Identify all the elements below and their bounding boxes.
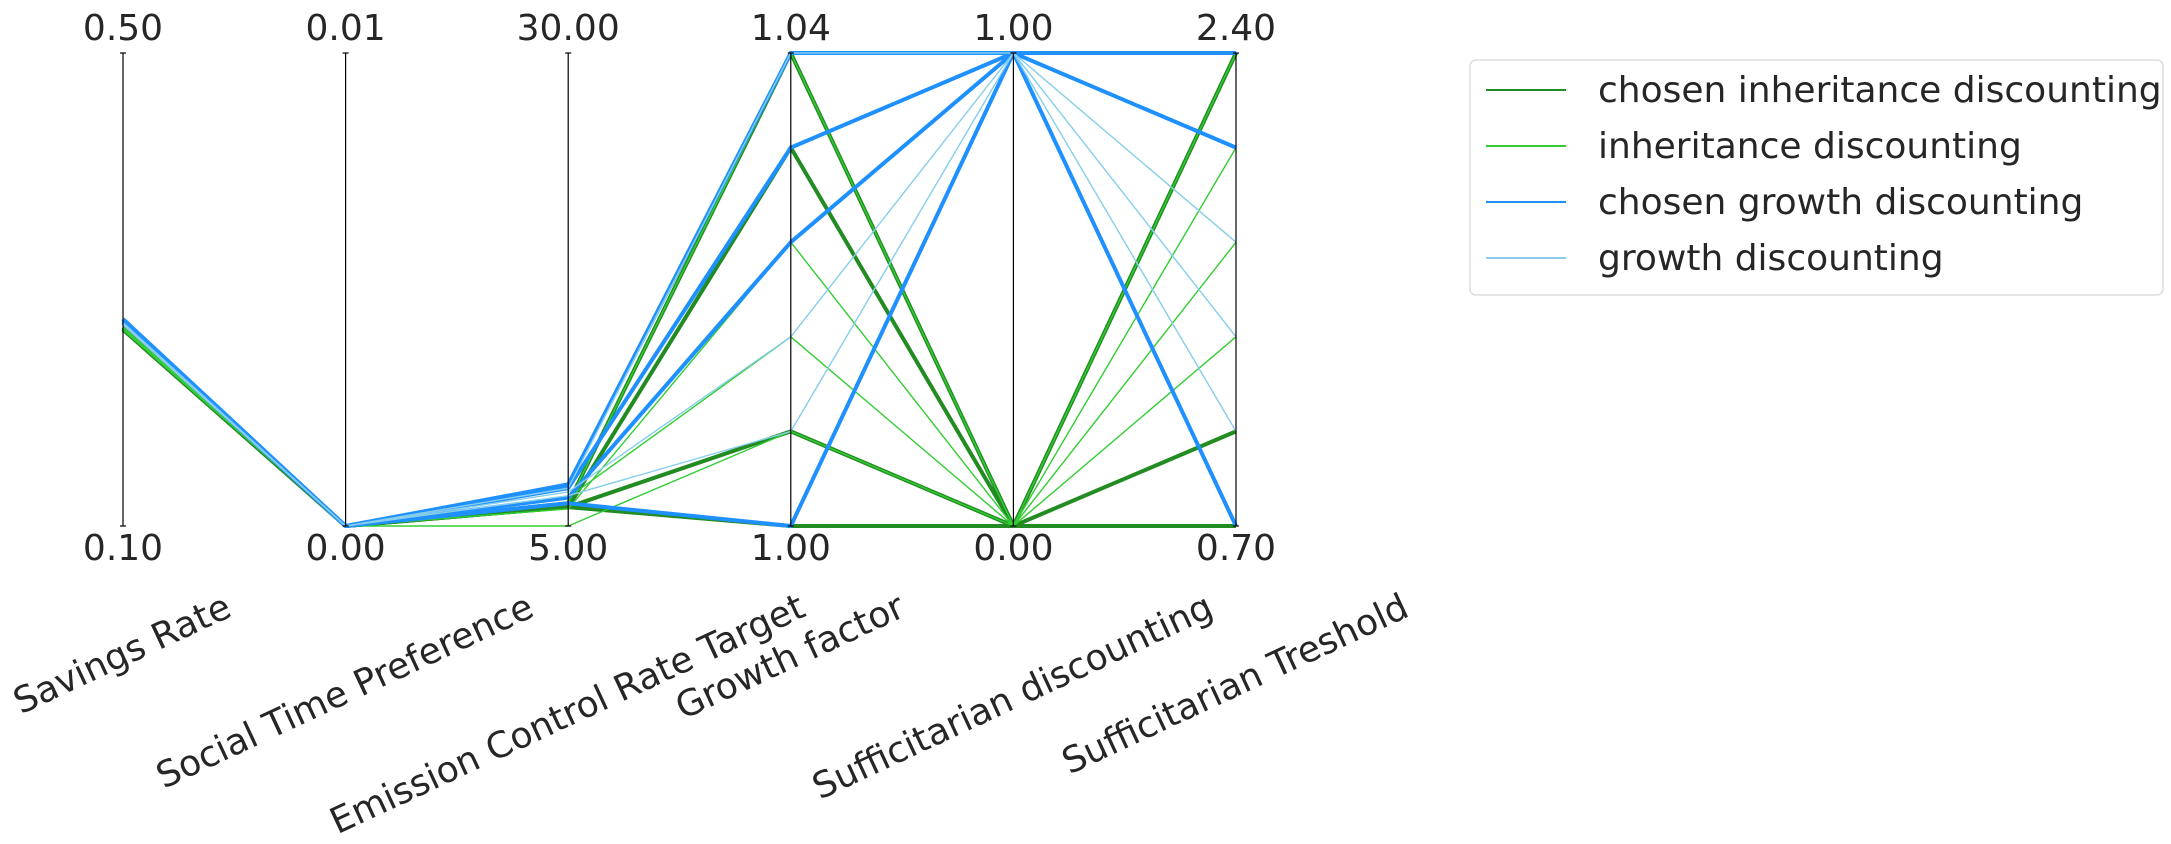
axis-label: Sufficitarian Treshold — [1056, 586, 1415, 782]
data-line — [121, 327, 1237, 528]
legend-label: inheritance discounting — [1598, 126, 2022, 167]
legend-label: growth discounting — [1598, 238, 1944, 279]
tick-label: 0.70 — [1196, 528, 1276, 569]
legend-label: chosen growth discounting — [1598, 182, 2083, 223]
legend-box — [1469, 59, 2164, 296]
legend-label: chosen inheritance discounting — [1598, 70, 2162, 111]
tick-label: 30.00 — [517, 8, 620, 49]
tick-label: 0.00 — [306, 528, 386, 569]
data-line — [122, 52, 1237, 527]
tick-label: 0.50 — [83, 8, 163, 49]
axis-label: Savings Rate — [7, 586, 237, 722]
tick-label: 2.40 — [1196, 8, 1276, 49]
tick-label: 0.01 — [306, 8, 386, 49]
tick-label: 5.00 — [528, 528, 608, 569]
tick-label: 1.00 — [751, 528, 831, 569]
tick-label: 0.10 — [83, 528, 163, 569]
tick-label: 1.04 — [751, 8, 831, 49]
data-line — [122, 241, 1237, 527]
tick-label: 1.00 — [973, 8, 1053, 49]
data-line — [122, 329, 1237, 527]
tick-label: 0.00 — [973, 528, 1053, 569]
axis-label: Emission Control Rate Target — [324, 586, 811, 842]
data-line — [121, 328, 1236, 528]
